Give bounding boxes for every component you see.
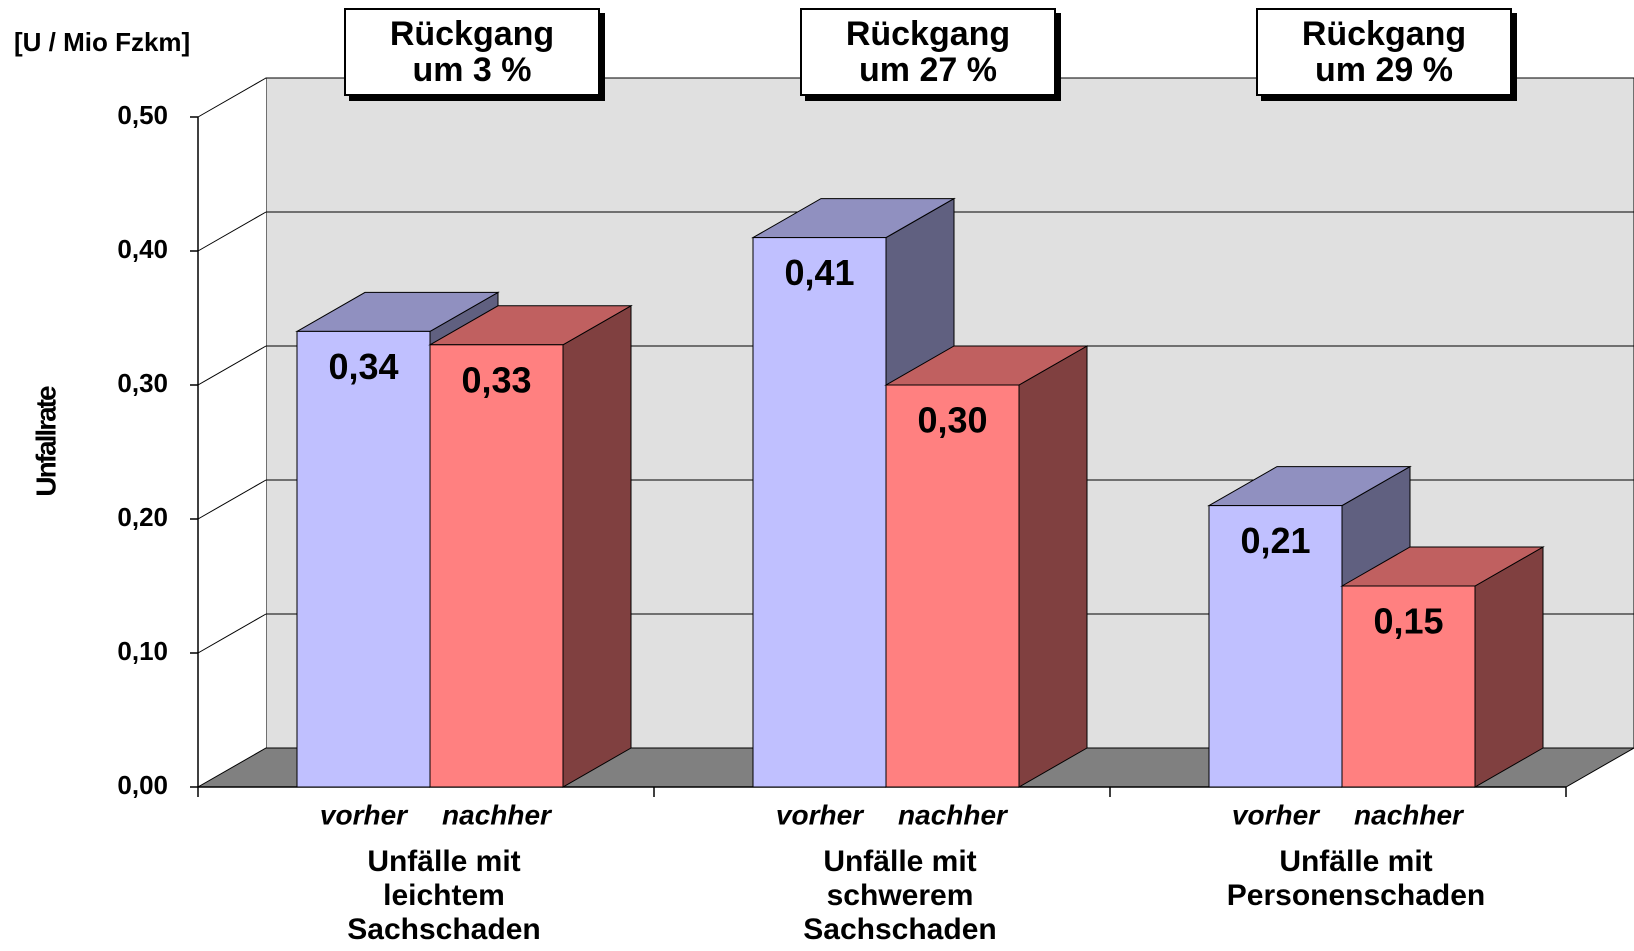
category-label: Unfälle mit Personenschaden [1226, 845, 1486, 912]
bar-side [1474, 546, 1544, 788]
bar [296, 330, 431, 788]
bar [429, 344, 564, 788]
y-tick-label: 0,00 [117, 770, 168, 800]
series-label: vorher [776, 799, 865, 830]
grid-line-side [197, 345, 267, 386]
value-label: 0,30 [917, 400, 987, 441]
bar-side [1018, 345, 1088, 788]
bar [752, 237, 887, 788]
bar [1208, 505, 1343, 788]
value-label: 0,41 [784, 252, 854, 293]
y-tick-label: 0,20 [117, 502, 168, 532]
series-label: nachher [442, 799, 553, 830]
grid-line-side [197, 479, 267, 520]
y-axis-label: Unfallrate [30, 386, 61, 497]
side-wall [198, 78, 266, 787]
y-unit: [U / Mio Fzkm] [14, 27, 190, 57]
series-label: nachher [1354, 799, 1465, 830]
bar-side [562, 304, 632, 788]
grid-line-side [197, 211, 267, 252]
annotation: Rückgang um 29 % [1256, 8, 1512, 96]
grid-line-side [197, 613, 267, 654]
bar [1341, 585, 1476, 788]
y-tick-label: 0,30 [117, 368, 168, 398]
bar [885, 384, 1020, 788]
category-label: Unfälle mit leichtem Sachschaden [347, 845, 541, 946]
series-label: nachher [898, 799, 1009, 830]
annotation: Rückgang um 3 % [344, 8, 600, 96]
y-tick-label: 0,40 [117, 234, 168, 264]
series-label: vorher [1232, 799, 1321, 830]
y-tick-label: 0,10 [117, 636, 168, 666]
annotation: Rückgang um 27 % [800, 8, 1056, 96]
y-tick-label: 0,50 [117, 100, 168, 130]
value-label: 0,34 [328, 346, 398, 387]
value-label: 0,21 [1240, 520, 1310, 561]
value-label: 0,33 [461, 359, 531, 400]
grid-line-side [197, 77, 267, 118]
value-label: 0,15 [1373, 601, 1443, 642]
category-label: Unfälle mit schwerem Sachschaden [803, 845, 997, 946]
series-label: vorher [320, 799, 409, 830]
